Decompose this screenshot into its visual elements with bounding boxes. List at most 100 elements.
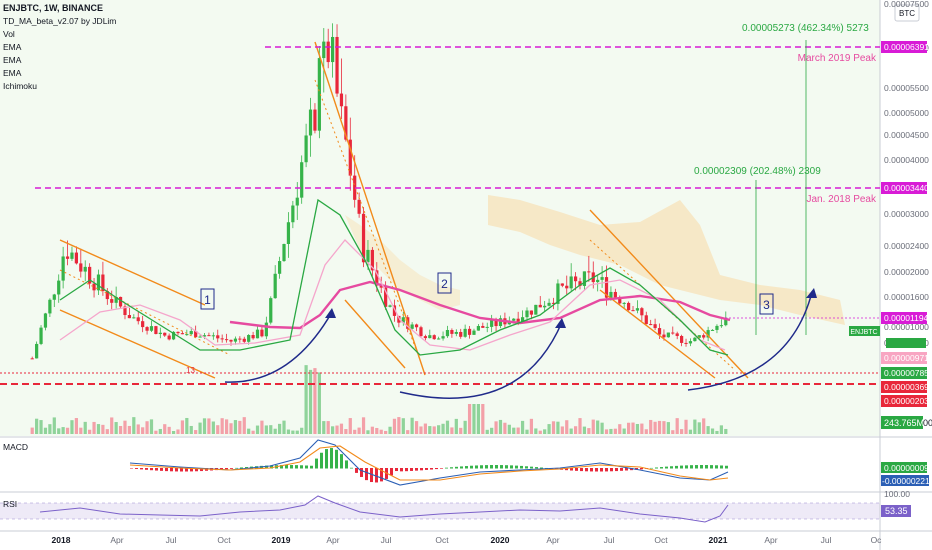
time-tick-label: Oct — [217, 535, 231, 545]
candle-body — [39, 327, 43, 344]
volume-bar — [551, 421, 556, 434]
macd-hist-bar — [575, 468, 578, 471]
volume-bar — [198, 422, 202, 434]
volume-bar — [392, 418, 397, 434]
macd-hist-bar — [620, 468, 623, 471]
volume-bar — [397, 417, 401, 434]
macd-hist-bar — [445, 467, 448, 469]
macd-title[interactable]: MACD — [3, 442, 28, 452]
volume-bars — [30, 365, 728, 434]
candle-body — [255, 329, 260, 339]
volume-suffix: 00 — [923, 418, 932, 428]
macd-hist-bar — [500, 465, 503, 469]
volume-bar — [141, 427, 145, 434]
volume-bar — [105, 429, 109, 434]
rsi-title[interactable]: RSI — [3, 499, 17, 509]
volume-bar — [194, 430, 198, 434]
candle-body — [229, 339, 233, 342]
macd-hist-bar — [495, 465, 498, 469]
macd-hist-bar — [685, 465, 688, 469]
indicator-label[interactable]: EMA — [3, 68, 22, 78]
rsi-badge: 53.35 — [885, 506, 908, 516]
currency-box — [894, 4, 920, 22]
price-tick-label: 0.00004500 — [884, 130, 929, 140]
volume-bar — [675, 418, 679, 434]
macd-signal-badge: -0.00000221 — [882, 476, 930, 486]
macd-hist-bar — [705, 465, 708, 469]
volume-bar — [114, 422, 118, 434]
macd-hist-bar — [490, 465, 493, 469]
indicator-label[interactable]: Ichimoku — [3, 81, 37, 91]
volume-bar — [476, 404, 481, 434]
volume-bar — [317, 372, 321, 434]
macd-hist-bar — [315, 458, 318, 469]
wave-label-box — [759, 293, 774, 315]
candle-body — [361, 213, 366, 263]
price-pane — [0, 0, 880, 436]
volume-bar — [269, 425, 273, 434]
candle-body — [680, 335, 684, 343]
candle-body — [609, 291, 613, 298]
volume-bar — [697, 422, 701, 434]
volume-bar — [710, 428, 715, 434]
macd-hist-bar — [580, 468, 583, 472]
candle-body — [463, 328, 467, 337]
macd-hist-bar — [285, 465, 288, 469]
volume-bar — [463, 420, 467, 434]
price-axis-badges: 0.00006391 0.00003440 0.00001194 0.00000971… — [881, 41, 929, 407]
candle-body — [353, 175, 357, 200]
candle-body — [154, 326, 158, 335]
macd-hist-bar — [130, 468, 133, 469]
candle-body — [490, 320, 494, 327]
candle-body — [171, 331, 176, 340]
candle-body — [141, 321, 145, 328]
macd-hist-bar — [485, 465, 488, 469]
candle-body — [189, 331, 193, 335]
macd-hist-bar — [455, 466, 458, 469]
candle-body — [379, 285, 383, 288]
macd-hist-bar — [155, 468, 158, 471]
indicator-label[interactable]: EMA — [3, 42, 22, 52]
volume-bar — [70, 420, 74, 434]
indicator-label[interactable]: TD_MA_beta_v2.07 by JDLim — [3, 16, 116, 26]
macd-hist-bar — [365, 468, 368, 481]
candle-body — [688, 341, 693, 344]
volume-bar — [445, 420, 450, 434]
volume-bar — [724, 428, 728, 434]
candle-body — [322, 41, 326, 59]
candle-body — [604, 277, 609, 298]
time-tick-label: Apr — [326, 535, 339, 545]
volume-bar — [167, 426, 171, 434]
price-badge-box — [881, 381, 927, 393]
macd-hist-bar — [405, 468, 408, 472]
candle-body — [525, 310, 529, 318]
volume-badge-box — [881, 416, 923, 429]
price-badge-box — [881, 395, 927, 407]
volume-bar — [255, 425, 260, 434]
indicator-label[interactable]: Vol — [3, 29, 15, 39]
macd-line — [129, 439, 729, 486]
volume-bar — [375, 427, 379, 434]
wave-label-box — [437, 272, 452, 294]
candle-body — [401, 317, 405, 323]
volume-bar — [295, 430, 299, 434]
macd-hist-bar — [355, 468, 358, 473]
candle-body — [264, 322, 268, 337]
candle-body — [397, 315, 401, 323]
volume-bar — [657, 420, 662, 434]
volume-bar — [370, 426, 374, 434]
rsi-band — [0, 503, 880, 519]
macd-hist-bar — [725, 465, 728, 469]
macd-hist-bar — [595, 468, 598, 472]
candle-body — [388, 305, 392, 307]
candle-body — [282, 244, 286, 262]
candle-body — [569, 276, 573, 289]
candle-body — [697, 335, 701, 338]
price-tick-label: 0.00005000 — [884, 108, 929, 118]
wave-arcs — [224, 291, 813, 399]
macd-badge-box — [881, 462, 927, 473]
candle-body — [410, 324, 414, 329]
indicator-label[interactable]: EMA — [3, 55, 22, 65]
macd-hist-bar — [655, 467, 658, 469]
macd-hist-bar — [615, 468, 618, 472]
